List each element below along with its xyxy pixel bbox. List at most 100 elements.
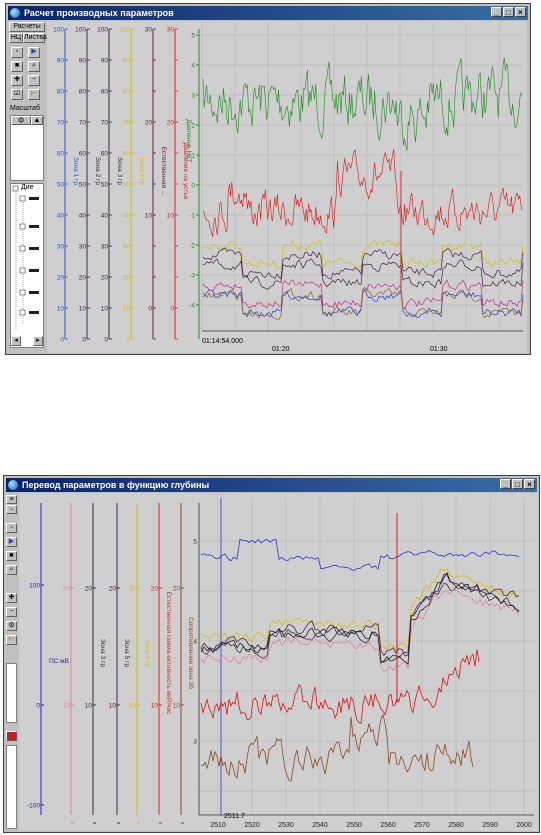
- tab-nc[interactable]: НЦ: [9, 33, 23, 43]
- play-icon[interactable]: ▶: [28, 47, 40, 58]
- title-bar[interactable]: Расчет производных параметров _ □ ×: [8, 6, 528, 20]
- pressure-tick-label: -1: [189, 213, 195, 220]
- scale-tick-label: 10: [109, 703, 117, 710]
- tree-scroll-left[interactable]: ◂: [11, 336, 21, 346]
- title-bar[interactable]: Перевод параметров в функцию глубины _ □…: [6, 478, 537, 492]
- tab-calculations[interactable]: Расчеты: [9, 22, 45, 32]
- color-swatch[interactable]: [6, 731, 17, 741]
- move-icon[interactable]: ✚: [6, 593, 17, 603]
- scale-tick-label: 70: [101, 120, 109, 127]
- scale-tick-label: 20: [63, 586, 71, 593]
- tree-list[interactable]: [6, 745, 17, 829]
- new-file-icon[interactable]: ▫: [11, 47, 23, 58]
- depth-tick-label: 2530: [278, 822, 294, 829]
- pressure-tick-label: 2: [191, 123, 195, 130]
- maximize-button[interactable]: □: [503, 7, 514, 17]
- left-tool-panel: Расчеты НЦ Листва ▫ ▶ ■ ⌕ ✚ − ☑ ⊢ Масшта…: [8, 21, 47, 353]
- scale-name-label: Зона 1 гр: [72, 157, 79, 185]
- scale-tick-label: 10: [123, 306, 131, 313]
- tool-btn-1[interactable]: ≡: [6, 495, 17, 504]
- depth-tick-label: 2550: [346, 822, 362, 829]
- check-icon[interactable]: ☑: [11, 89, 23, 100]
- pressure-tick-label: 3: [191, 93, 195, 100]
- minimize-button[interactable]: _: [500, 479, 511, 489]
- sp-tick-label: -100: [27, 803, 40, 810]
- scale-selector[interactable]: ф: [11, 116, 31, 125]
- scale-tick-label: 20: [79, 275, 87, 282]
- minus-icon[interactable]: −: [28, 75, 40, 86]
- tab-sheet[interactable]: Листва: [23, 33, 47, 43]
- time-tick-1: 01:20: [272, 346, 290, 353]
- tool-btn-2[interactable]: ▫: [6, 505, 17, 514]
- scale-tick-label: 20: [101, 275, 109, 282]
- move-icon[interactable]: ✚: [11, 75, 23, 86]
- series-step-5: [202, 279, 524, 310]
- plot-area[interactable]: 100 0 -100 ПС мВ 20 10 20 10 20 10 20 10 20 10 20 10 Зон…: [19, 493, 538, 831]
- depth-plot[interactable]: 100 0 -100 ПС мВ 20 10 20 10 20 10 20 10 20 10 20 10 Зон…: [19, 493, 538, 831]
- series-green: [202, 57, 523, 151]
- scale-tick-label: 10: [129, 703, 137, 710]
- y-tick-label: 5: [193, 539, 197, 546]
- scale-tick-label: 100: [75, 27, 86, 34]
- zoom-icon[interactable]: ⌕: [28, 61, 40, 72]
- scale-list[interactable]: ф ▲: [10, 115, 44, 181]
- zoom-icon[interactable]: ⌕: [6, 565, 17, 575]
- series-red: [202, 149, 523, 237]
- scale-tick-label: 20: [57, 275, 65, 282]
- pressure-tick-label: 0: [191, 183, 195, 190]
- series-step-3: [202, 258, 524, 290]
- parameter-list[interactable]: [6, 663, 17, 723]
- ruler-icon[interactable]: ⊢: [6, 635, 17, 645]
- scale-tick-label: 10: [85, 703, 93, 710]
- scale-tick-label: 20: [145, 120, 153, 127]
- scale-tick-label: 70: [79, 120, 87, 127]
- y-tick-label: 3: [193, 739, 197, 746]
- scale-up-arrow[interactable]: ▲: [31, 116, 43, 125]
- pressure-tick-label: 4: [191, 63, 195, 70]
- window-derived-params: Расчет производных параметров _ □ × Расч…: [5, 3, 531, 355]
- ruler-icon[interactable]: ⊢: [28, 89, 40, 100]
- series-mid-5: [200, 571, 520, 665]
- scale-tick-label: 50: [123, 182, 131, 189]
- maximize-button[interactable]: □: [512, 479, 523, 489]
- series-blue: [200, 538, 520, 572]
- depth-tick-label: 2520: [244, 822, 260, 829]
- scale-tick-label: 20: [129, 586, 137, 593]
- tree-scroll-right[interactable]: ▸: [33, 336, 43, 346]
- depth-tick-label: 2580: [448, 822, 464, 829]
- scale-tick-label: 40: [123, 213, 131, 220]
- sp-tick-label: 0: [36, 703, 40, 710]
- save-icon[interactable]: ■: [11, 61, 23, 72]
- pressure-axis-name: Давление НКТ: [185, 119, 192, 163]
- scale-tick-label: 30: [79, 244, 87, 251]
- pressure-tick-label: 5: [191, 33, 195, 40]
- close-button[interactable]: ×: [515, 7, 526, 17]
- scale-tick-label: 90: [101, 58, 109, 65]
- scale-tick-label: 10: [167, 213, 175, 220]
- play-icon[interactable]: ▶: [6, 537, 17, 547]
- scale-tick-label: 30: [167, 27, 175, 34]
- close-button[interactable]: ×: [524, 479, 535, 489]
- plot-area[interactable]: 100 90 80 70 60 50 40 30 20 10 0 Зона 1 гр 100 90 80 70…: [47, 21, 527, 353]
- scale-tick-label: 80: [57, 89, 65, 96]
- parameter-tree[interactable]: Дие ◂ ▸: [10, 183, 44, 348]
- scale-tick-label: 20: [167, 120, 175, 127]
- y-tick-label: 4: [193, 639, 197, 646]
- scale-tick-label: 10: [151, 703, 159, 710]
- scale-tick-label: 10: [57, 306, 65, 313]
- scale-tick-label: 10: [63, 703, 71, 710]
- pressure-tick-label: -4: [189, 303, 195, 310]
- window-title: Расчет производных параметров: [24, 8, 174, 18]
- minus-icon[interactable]: −: [6, 607, 17, 617]
- settings-icon[interactable]: ⚙: [6, 621, 17, 631]
- scale-tick-label: 40: [101, 213, 109, 220]
- timestamp-label: 01:14:54.000: [202, 338, 243, 345]
- scale-name-label: Зона 9 гр: [143, 639, 150, 667]
- new-file-icon[interactable]: ▫: [6, 523, 17, 533]
- series-mid-1: [200, 568, 520, 651]
- save-icon[interactable]: ■: [6, 551, 17, 561]
- series-step-2: [202, 247, 524, 280]
- minimize-button[interactable]: _: [491, 7, 502, 17]
- depth-tick-label: 2540: [312, 822, 328, 829]
